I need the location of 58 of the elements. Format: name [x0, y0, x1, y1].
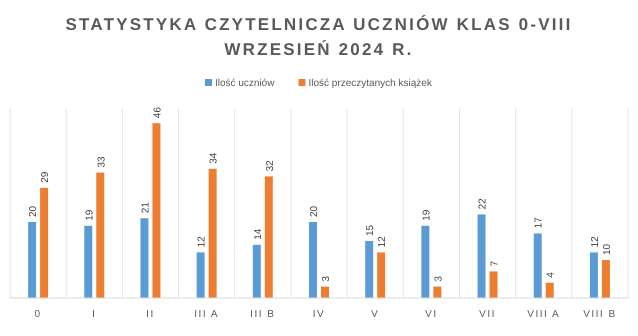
data-label: 33: [96, 156, 108, 168]
data-label: 29: [40, 171, 52, 183]
bar: [602, 260, 610, 298]
bar: [321, 286, 329, 298]
bar: [196, 252, 205, 298]
data-label: 7: [490, 260, 501, 266]
legend-label: Ilość przeczytanych książek: [308, 78, 433, 89]
x-tick-label: VII: [479, 309, 496, 320]
x-tick-label: III B: [250, 309, 276, 320]
bar: [377, 252, 386, 298]
x-tick-label: VIII A: [527, 309, 560, 320]
bar: [140, 218, 148, 298]
x-tick-label: II: [146, 309, 155, 320]
data-label: 12: [196, 236, 208, 248]
data-label: 10: [602, 243, 613, 255]
bar: [421, 226, 430, 298]
data-label: 19: [84, 209, 96, 221]
data-label: 19: [421, 209, 432, 221]
bar: [490, 271, 498, 298]
data-label: 20: [309, 205, 320, 217]
data-label: 22: [478, 198, 489, 210]
data-label: 3: [433, 276, 444, 282]
data-label: 14: [252, 228, 264, 240]
data-label: 4: [546, 272, 557, 278]
bar: [40, 188, 48, 298]
bar: [478, 214, 486, 298]
data-label: 17: [534, 216, 545, 228]
bar: [365, 241, 374, 298]
bar: [96, 172, 104, 298]
legend-label: Ilość uczniów: [215, 78, 276, 89]
data-label: 3: [321, 276, 332, 282]
data-label: 15: [365, 224, 376, 236]
data-label: 12: [377, 236, 388, 248]
data-label: 46: [152, 106, 164, 118]
bar: [264, 176, 273, 298]
chart-title: STATYSTYKA CZYTELNICZA UCZNIÓW KLAS 0-VIII WRZESIEŃ 2024 R.: [66, 14, 572, 59]
bar: [433, 286, 442, 298]
x-tick-label: I: [92, 309, 96, 320]
x-tick-label: V: [371, 309, 380, 320]
bar: [590, 252, 598, 298]
data-label: 32: [264, 160, 276, 172]
bar: [28, 222, 36, 298]
bar: [309, 222, 317, 298]
bar: [152, 123, 160, 298]
data-label: 12: [590, 236, 601, 248]
bar: [546, 282, 554, 298]
bar: [534, 233, 542, 298]
bar: [208, 168, 217, 298]
data-label: 21: [140, 202, 152, 214]
bar: [252, 244, 261, 298]
bar: [84, 226, 92, 298]
data-label: 20: [28, 205, 40, 217]
x-tick-label: III A: [194, 309, 220, 320]
x-tick-label: 0: [34, 309, 42, 320]
x-tick-label: VIII B: [583, 309, 617, 320]
x-tick-label: IV: [312, 309, 326, 320]
x-tick-label: VI: [425, 309, 438, 320]
data-label: 34: [208, 152, 220, 164]
